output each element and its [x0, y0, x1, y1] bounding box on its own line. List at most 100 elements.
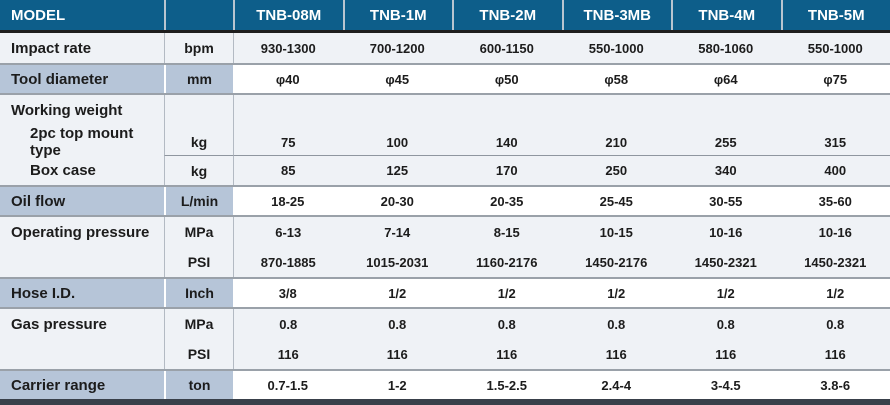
- row-value: 1.5-2.5: [452, 371, 562, 399]
- row-value: 0.8: [716, 316, 735, 332]
- row-value: 550-1000: [807, 40, 863, 56]
- row-value: 2.4-4: [561, 371, 671, 399]
- row-value: 315: [824, 134, 847, 150]
- row-label: Box case: [30, 161, 96, 179]
- row-value: 8-15: [493, 224, 520, 240]
- row-value: 3.8-6: [780, 371, 890, 399]
- row-value: 125: [342, 155, 452, 185]
- row-value: 600-1150: [479, 40, 534, 56]
- row-label: Gas pressure: [11, 315, 107, 333]
- row-value: 116: [824, 346, 846, 362]
- row-value: 6-13: [233, 217, 343, 247]
- row-value: φ64: [671, 65, 781, 93]
- spec-row: Hose I.D. Inch 3/8 1/2 1/2 1/2 1/2 1/2: [0, 279, 890, 307]
- row-value: 0.8: [826, 316, 845, 332]
- row-unit: Inch: [164, 279, 233, 307]
- row-value: [452, 95, 562, 125]
- row-unit: kg: [164, 155, 233, 185]
- row-value: φ58: [561, 65, 671, 93]
- spec-row: PSI 116 116 116 116 116 116: [0, 339, 890, 369]
- row-value: 0.8: [233, 309, 343, 339]
- header-column-tnb-1m: TNB-1M: [342, 0, 453, 30]
- row-value: 580-1060: [698, 40, 754, 56]
- spec-row: Oil flow L/min 18-25 20-30 20-35 25-45 30-55 35…: [0, 187, 890, 215]
- row-value: 0.7-1.5: [233, 371, 343, 399]
- spec-section: Gas pressure MPa 0.8 0.8 0.8 0.8 0.8 0.8 PSI 116 1…: [0, 309, 890, 371]
- row-value: 1/2: [452, 279, 562, 307]
- row-value: 116: [496, 346, 518, 362]
- spec-section: Tool diameter mm φ40 φ45 φ50 φ58 φ64 φ75: [0, 65, 890, 95]
- spec-row: Operating pressure MPa 6-13 7-14 8-15 10-15 10…: [0, 217, 890, 247]
- row-value: 75: [233, 125, 343, 159]
- spec-section: Oil flow L/min 18-25 20-30 20-35 25-45 30-55 35…: [0, 187, 890, 217]
- row-value: 1-2: [342, 371, 452, 399]
- row-unit: [164, 95, 233, 125]
- row-value: 340: [671, 155, 781, 185]
- header-column-tnb-3mb: TNB-3MB: [561, 0, 672, 30]
- spec-section: Carrier range ton 0.7-1.5 1-2 1.5-2.5 2.4-4 3-…: [0, 371, 890, 399]
- row-label: Oil flow: [0, 187, 164, 215]
- row-label: Operating pressure: [11, 223, 150, 241]
- row-value: 10-16: [709, 224, 743, 240]
- row-value: 1450-2176: [585, 254, 648, 270]
- row-value: φ50: [452, 65, 562, 93]
- row-value: 116: [605, 346, 627, 362]
- row-label: [0, 247, 164, 277]
- row-label: Working weight: [11, 101, 123, 119]
- row-value: φ40: [233, 65, 343, 93]
- spec-row: Carrier range ton 0.7-1.5 1-2 1.5-2.5 2.4-4 3-…: [0, 371, 890, 399]
- table-bottom-border: [0, 399, 890, 405]
- row-unit: ton: [164, 371, 233, 399]
- row-label: Hose I.D.: [0, 279, 164, 307]
- row-value: φ45: [342, 65, 452, 93]
- row-label: [0, 339, 164, 369]
- row-unit: bpm: [164, 33, 233, 63]
- row-value: 10-16: [818, 224, 852, 240]
- row-value: 170: [452, 155, 562, 185]
- row-label: Impact rate: [11, 39, 92, 57]
- row-value: 1160-2176: [476, 254, 538, 270]
- spec-row: Impact rate bpm 930-1300 700-1200 600-1150 55…: [0, 33, 890, 63]
- row-unit: L/min: [164, 187, 233, 215]
- row-value: 140: [495, 134, 518, 150]
- row-value: 30-55: [671, 187, 781, 215]
- spec-row: PSI 870-1885 1015-2031 1160-2176 1450-2176 14…: [0, 247, 890, 277]
- row-value: 1450-2321: [694, 254, 757, 270]
- row-value: 1/2: [561, 279, 671, 307]
- row-value: 25-45: [561, 187, 671, 215]
- row-unit: PSI: [164, 247, 233, 277]
- row-value: 3/8: [233, 279, 343, 307]
- row-value: 116: [386, 346, 408, 362]
- row-value: 1015-2031: [366, 254, 429, 270]
- row-value: 1/2: [671, 279, 781, 307]
- table-body: Impact rate bpm 930-1300 700-1200 600-1150 55…: [0, 33, 890, 399]
- spec-row: Working weight: [0, 95, 890, 125]
- row-unit: kg: [164, 125, 233, 159]
- row-value: 550-1000: [588, 40, 644, 56]
- row-value: 400: [780, 155, 890, 185]
- row-value: [781, 95, 890, 125]
- row-value: 1450-2321: [804, 254, 867, 270]
- spec-row: Tool diameter mm φ40 φ45 φ50 φ58 φ64 φ75: [0, 65, 890, 93]
- row-value: φ75: [780, 65, 890, 93]
- row-value: 0.8: [388, 316, 407, 332]
- header-column-tnb-08m: TNB-08M: [233, 0, 343, 30]
- header-column-tnb-5m: TNB-5M: [780, 0, 890, 30]
- row-value: 1/2: [780, 279, 890, 307]
- row-label: Tool diameter: [0, 65, 164, 93]
- row-value: 250: [561, 155, 671, 185]
- row-unit: MPa: [164, 309, 233, 339]
- row-value: 0.8: [497, 316, 516, 332]
- spec-row: Gas pressure MPa 0.8 0.8 0.8 0.8 0.8 0.8: [0, 309, 890, 339]
- row-value: 3-4.5: [671, 371, 781, 399]
- row-value: 7-14: [384, 224, 411, 240]
- row-value: 20-30: [342, 187, 452, 215]
- row-value: [671, 95, 781, 125]
- row-unit: MPa: [164, 217, 233, 247]
- header-model-label: MODEL: [11, 6, 66, 24]
- row-value: 35-60: [780, 187, 890, 215]
- row-value: [562, 95, 672, 125]
- row-value: 255: [714, 134, 737, 150]
- spec-row: 2pc top mount type kg 75 100 140 210 255 315: [0, 125, 890, 159]
